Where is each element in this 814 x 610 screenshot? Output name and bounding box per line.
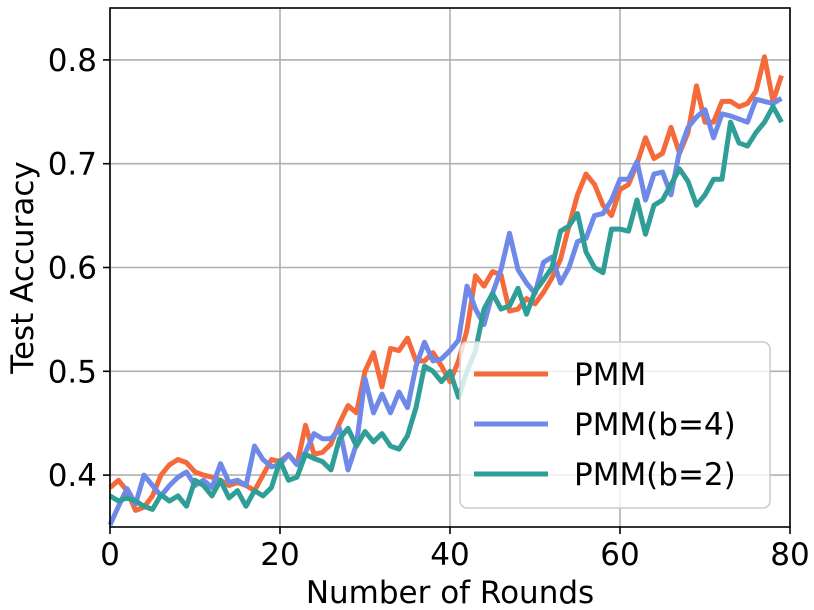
legend-label: PMM(b=4) bbox=[574, 407, 736, 443]
ticks: 0 20 40 60 80 0.4 0.5 0.6 0.7 0.8 bbox=[48, 43, 810, 573]
y-tick-label: 0.5 bbox=[48, 354, 97, 390]
y-tick-label: 0.4 bbox=[48, 458, 97, 494]
x-tick-label: 40 bbox=[430, 537, 469, 573]
legend-box bbox=[459, 341, 771, 509]
y-tick-label: 0.6 bbox=[48, 251, 97, 287]
y-axis-label: Test Accuracy bbox=[5, 161, 41, 374]
x-tick-label: 80 bbox=[770, 537, 809, 573]
legend-label: PMM(b=2) bbox=[574, 457, 736, 493]
x-tick-label: 20 bbox=[260, 537, 299, 573]
x-tick-label: 60 bbox=[600, 537, 639, 573]
series-layer bbox=[107, 54, 784, 526]
y-tick-label: 0.7 bbox=[48, 147, 97, 183]
x-axis-label: Number of Rounds bbox=[306, 575, 594, 610]
x-tick-label: 0 bbox=[100, 537, 120, 573]
legend-label: PMM bbox=[574, 357, 646, 393]
y-tick-label: 0.8 bbox=[48, 43, 97, 79]
series-line-3 bbox=[108, 104, 784, 512]
legend: PMM PMM(b=4) PMM(b=2) bbox=[459, 341, 771, 509]
